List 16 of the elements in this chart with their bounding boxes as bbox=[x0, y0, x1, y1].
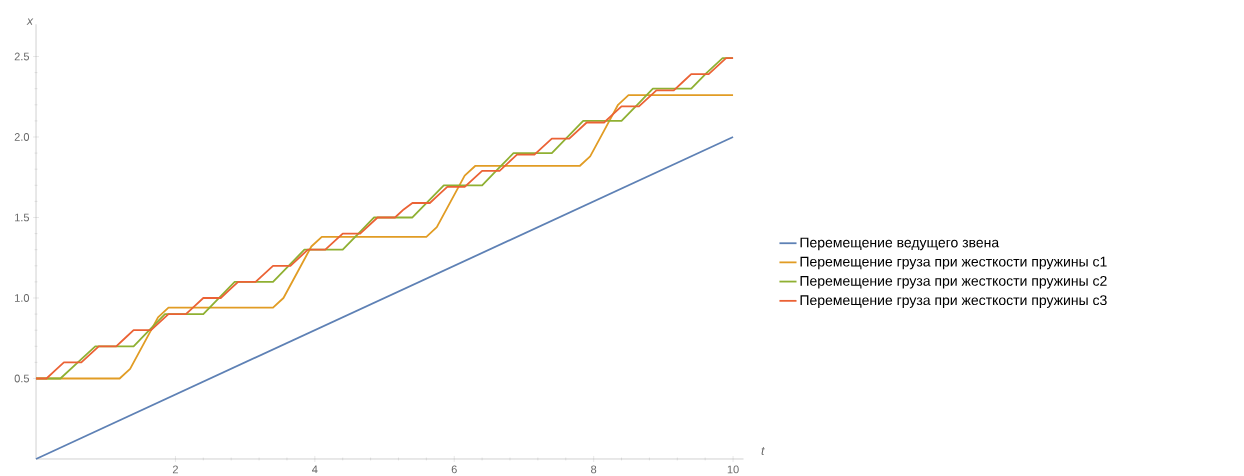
legend-label: Перемещение ведущего звена bbox=[800, 237, 1000, 251]
y-tick-label: 2.5 bbox=[14, 52, 30, 61]
y-axis-title: x bbox=[26, 18, 34, 25]
y-tick-label: 1.0 bbox=[15, 294, 30, 302]
legend-label: Перемещение груза при жесткости пружины с2 bbox=[800, 275, 1107, 289]
x-tick-label: 4 bbox=[312, 465, 318, 474]
x-tick-label: 2 bbox=[172, 465, 178, 474]
x-tick-label: 8 bbox=[591, 465, 597, 474]
x-tick-label: 10 bbox=[727, 465, 739, 474]
x-axis-title: t bbox=[761, 447, 765, 455]
legend-label: Перемещение груза при жесткости пружины с3 bbox=[800, 295, 1107, 308]
y-tick-label: 0.5 bbox=[14, 374, 30, 383]
x-tick-label: 6 bbox=[451, 465, 457, 474]
y-tick-label: 2.0 bbox=[14, 133, 30, 141]
y-tick-label: 1.5 bbox=[15, 213, 30, 222]
legend-label: Перемещение груза при жесткости пружины с1 bbox=[800, 256, 1107, 270]
